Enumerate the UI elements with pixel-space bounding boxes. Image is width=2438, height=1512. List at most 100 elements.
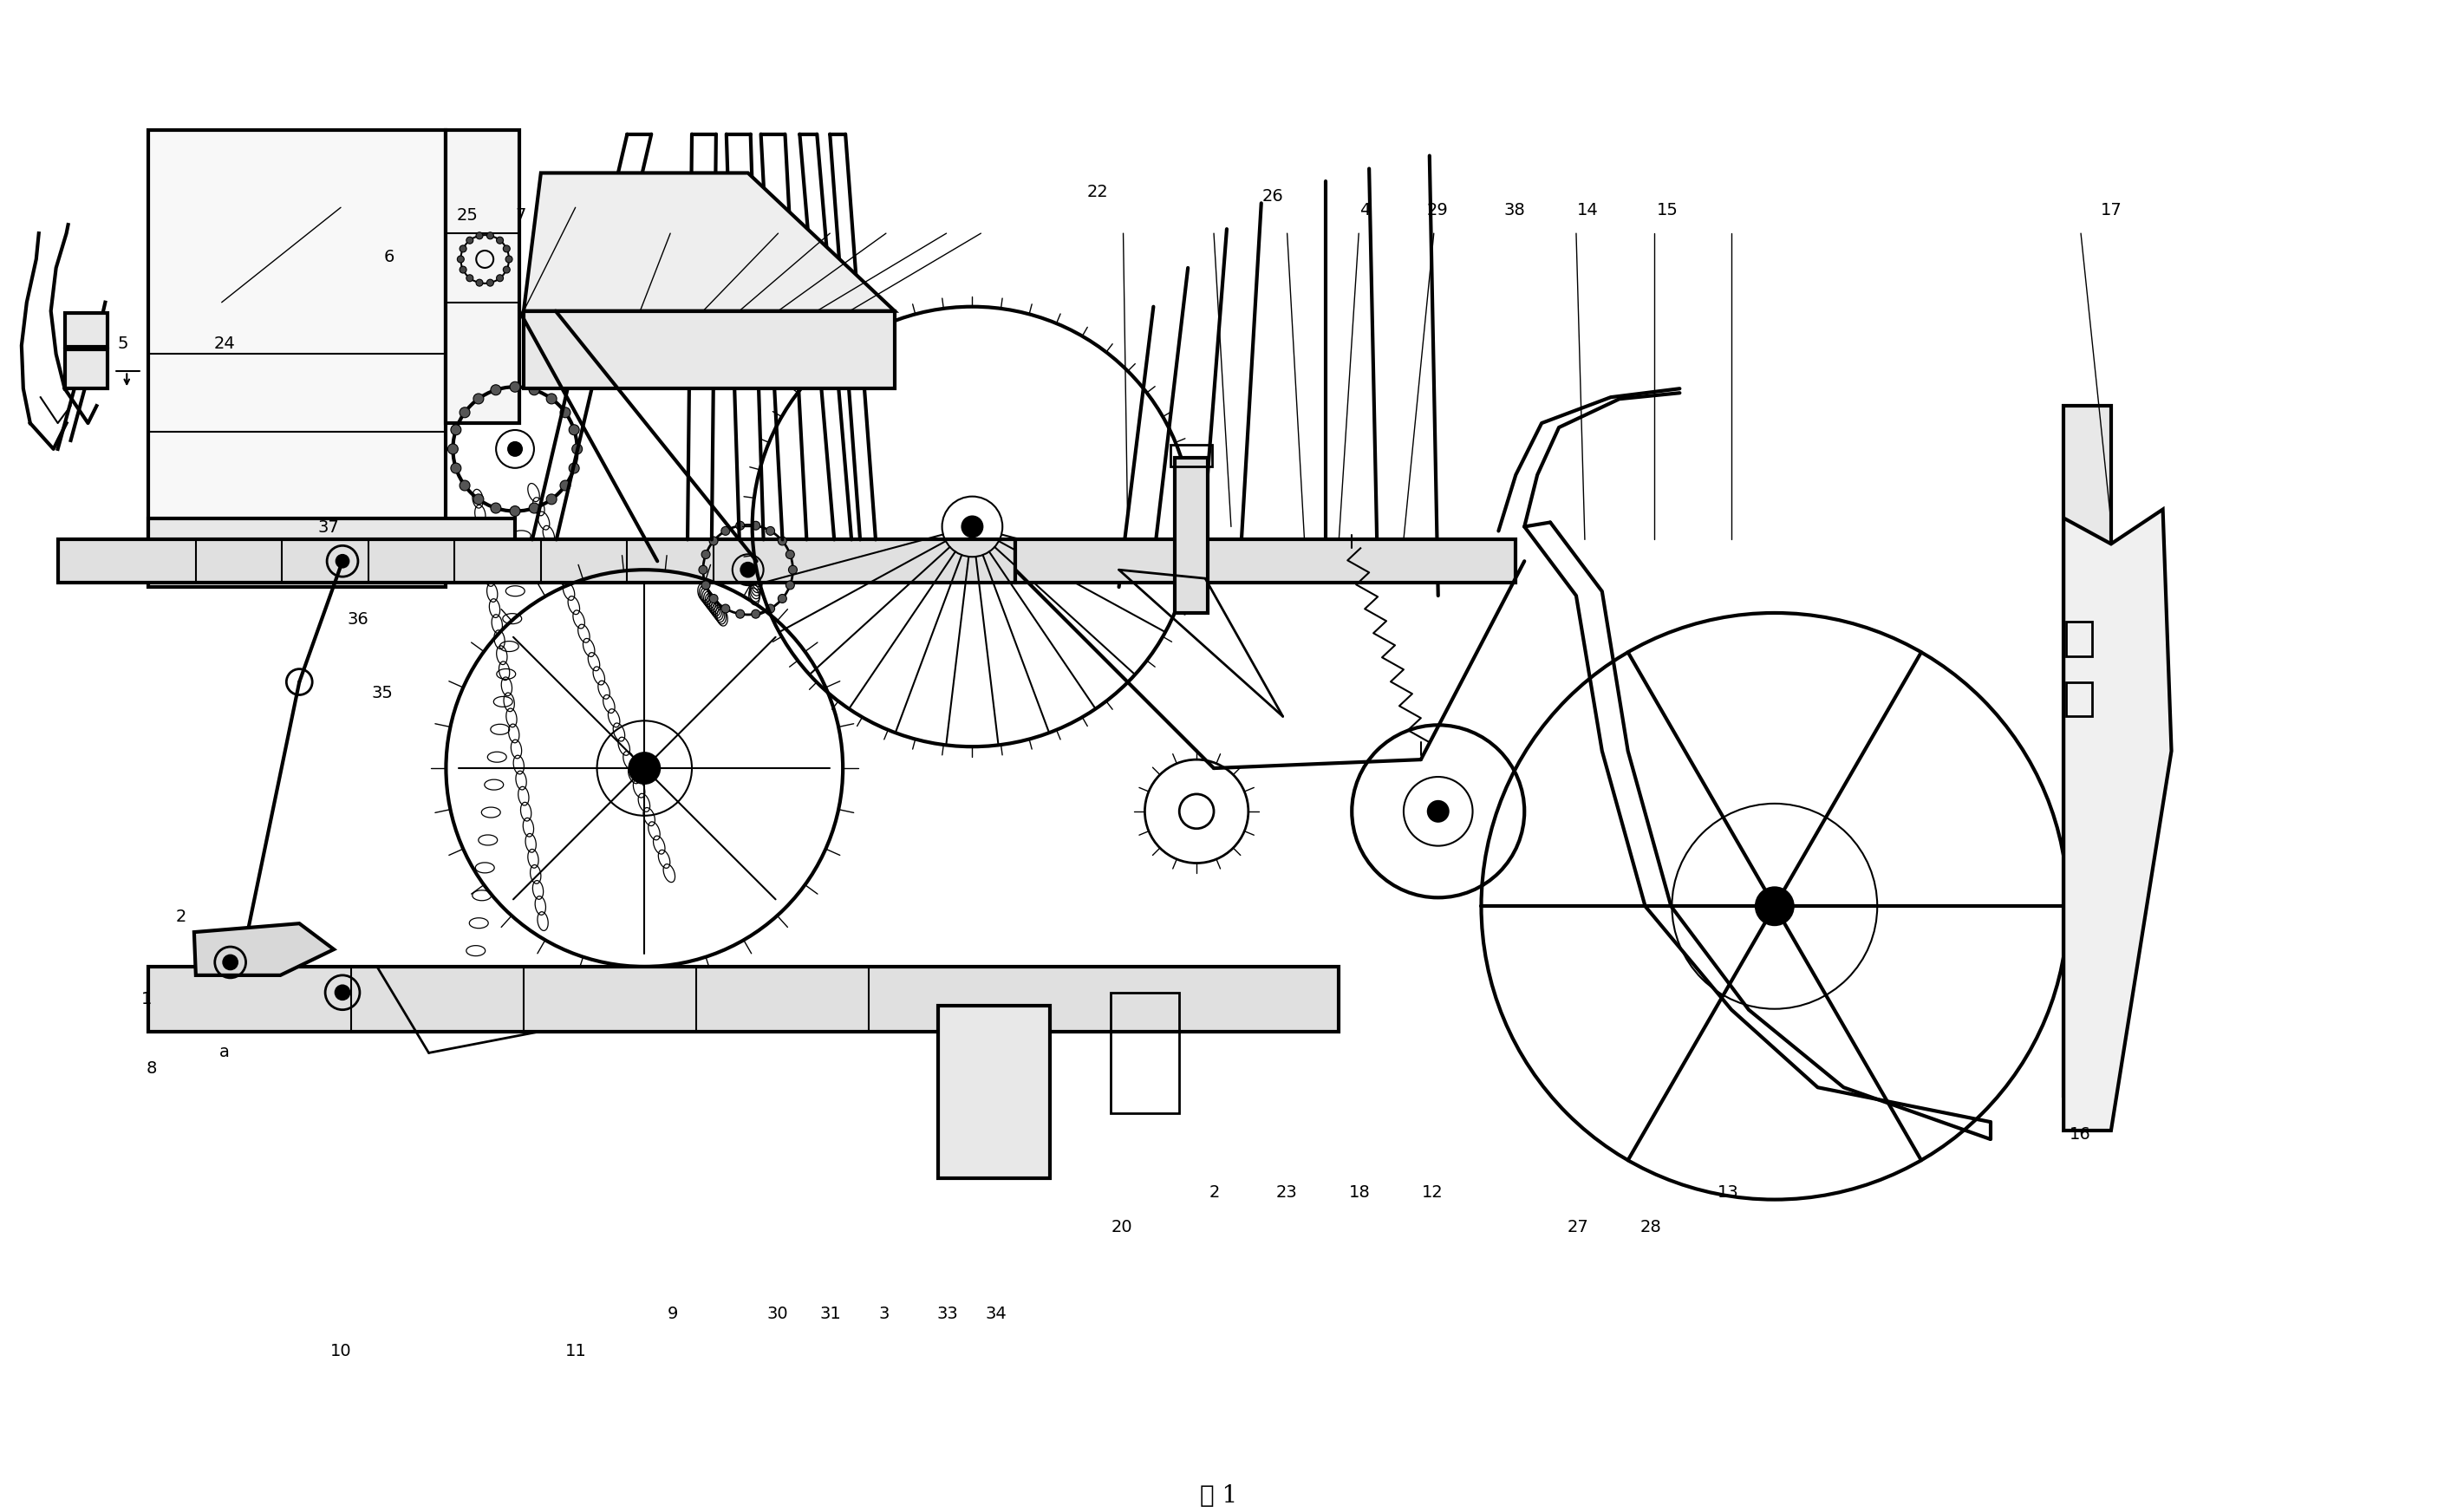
Text: 35: 35 bbox=[371, 685, 393, 702]
Text: 28: 28 bbox=[1641, 1219, 1663, 1235]
Circle shape bbox=[336, 555, 349, 567]
Bar bbox=[66, 313, 107, 348]
Bar bbox=[524, 311, 895, 389]
Circle shape bbox=[475, 280, 483, 286]
Text: 18: 18 bbox=[1348, 1184, 1370, 1201]
Circle shape bbox=[785, 550, 795, 559]
Circle shape bbox=[502, 245, 510, 253]
Circle shape bbox=[490, 503, 500, 513]
Text: 20: 20 bbox=[1112, 1219, 1134, 1235]
Circle shape bbox=[561, 481, 570, 491]
Text: 30: 30 bbox=[768, 1306, 787, 1323]
Circle shape bbox=[702, 550, 709, 559]
Bar bbox=[1014, 540, 1516, 582]
Circle shape bbox=[507, 442, 522, 457]
Circle shape bbox=[510, 381, 519, 392]
Circle shape bbox=[449, 445, 458, 454]
Polygon shape bbox=[2063, 510, 2172, 1131]
Text: 24: 24 bbox=[215, 336, 234, 352]
Text: 7: 7 bbox=[514, 207, 527, 224]
Circle shape bbox=[546, 393, 556, 404]
Circle shape bbox=[629, 753, 661, 783]
Circle shape bbox=[700, 565, 707, 575]
Circle shape bbox=[778, 537, 787, 546]
Text: 10: 10 bbox=[329, 1343, 351, 1359]
Circle shape bbox=[336, 986, 349, 999]
Text: 8: 8 bbox=[146, 1060, 156, 1077]
Polygon shape bbox=[195, 924, 334, 975]
Circle shape bbox=[709, 594, 717, 603]
Circle shape bbox=[573, 445, 583, 454]
Circle shape bbox=[473, 393, 483, 404]
Text: 33: 33 bbox=[936, 1306, 958, 1323]
Circle shape bbox=[475, 233, 483, 239]
Text: 9: 9 bbox=[668, 1306, 678, 1323]
Text: 26: 26 bbox=[1260, 187, 1282, 204]
Circle shape bbox=[488, 233, 492, 239]
Circle shape bbox=[766, 605, 775, 612]
Text: 17: 17 bbox=[2102, 201, 2123, 218]
Circle shape bbox=[751, 609, 761, 618]
Text: 27: 27 bbox=[1568, 1219, 1590, 1235]
Circle shape bbox=[751, 522, 761, 529]
Circle shape bbox=[473, 494, 483, 505]
Circle shape bbox=[722, 605, 729, 612]
Polygon shape bbox=[524, 172, 895, 311]
Circle shape bbox=[546, 494, 556, 505]
Circle shape bbox=[568, 425, 580, 435]
Bar bbox=[2065, 682, 2092, 717]
Circle shape bbox=[461, 245, 466, 253]
Text: 4: 4 bbox=[1360, 201, 1370, 218]
Circle shape bbox=[1429, 801, 1448, 821]
Circle shape bbox=[529, 384, 539, 395]
Circle shape bbox=[741, 562, 756, 576]
Text: 38: 38 bbox=[1504, 201, 1526, 218]
Circle shape bbox=[224, 956, 236, 969]
Text: 31: 31 bbox=[819, 1306, 841, 1323]
Text: 12: 12 bbox=[1421, 1184, 1443, 1201]
Text: 1: 1 bbox=[141, 992, 151, 1007]
Circle shape bbox=[568, 463, 580, 473]
Text: 2: 2 bbox=[1209, 1184, 1219, 1201]
Bar bbox=[446, 130, 519, 423]
Text: 29: 29 bbox=[1426, 201, 1448, 218]
Circle shape bbox=[490, 384, 500, 395]
Text: 14: 14 bbox=[1577, 201, 1599, 218]
Text: 23: 23 bbox=[1275, 1184, 1297, 1201]
Bar bbox=[149, 519, 514, 570]
Text: 37: 37 bbox=[317, 519, 339, 535]
Circle shape bbox=[497, 237, 502, 243]
Bar bbox=[66, 349, 107, 389]
Text: 15: 15 bbox=[1658, 201, 1680, 218]
Circle shape bbox=[787, 565, 797, 575]
Text: 34: 34 bbox=[985, 1306, 1007, 1323]
Circle shape bbox=[458, 256, 463, 263]
Circle shape bbox=[709, 537, 717, 546]
Circle shape bbox=[497, 275, 502, 281]
Bar bbox=[1109, 992, 1180, 1113]
Text: 22: 22 bbox=[1087, 183, 1109, 200]
Text: 13: 13 bbox=[1719, 1184, 1738, 1201]
Circle shape bbox=[488, 280, 492, 286]
Text: 2: 2 bbox=[176, 909, 185, 925]
Circle shape bbox=[461, 266, 466, 274]
Circle shape bbox=[766, 526, 775, 535]
Circle shape bbox=[451, 425, 461, 435]
Circle shape bbox=[529, 503, 539, 513]
Circle shape bbox=[785, 581, 795, 590]
Circle shape bbox=[466, 275, 473, 281]
Bar bbox=[149, 966, 1338, 1031]
Text: 16: 16 bbox=[2070, 1126, 2092, 1143]
Circle shape bbox=[702, 581, 709, 590]
Bar bbox=[1170, 445, 1212, 466]
Bar bbox=[149, 130, 446, 587]
Circle shape bbox=[722, 526, 729, 535]
Circle shape bbox=[963, 516, 983, 537]
Circle shape bbox=[510, 507, 519, 516]
Text: 25: 25 bbox=[456, 207, 478, 224]
Bar bbox=[1175, 458, 1207, 612]
Circle shape bbox=[1755, 888, 1794, 925]
Circle shape bbox=[461, 407, 471, 417]
Circle shape bbox=[778, 594, 787, 603]
Circle shape bbox=[736, 522, 744, 529]
